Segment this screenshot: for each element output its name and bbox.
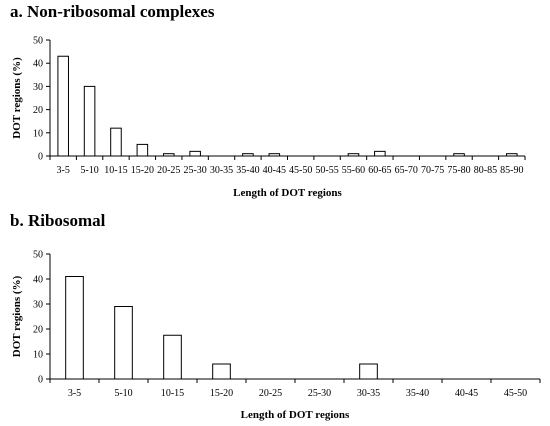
chart-b-y-axis-title: DOT regions (%) xyxy=(11,275,23,357)
chart-a-bar-75-80 xyxy=(453,153,465,157)
chart-a-bar-5-10 xyxy=(83,85,96,157)
chart-b-bar-15-20 xyxy=(212,363,231,380)
chart-a-x-tick-label: 30-35 xyxy=(210,165,233,176)
chart-b-bar-3-5 xyxy=(65,276,84,380)
chart-a-x-tick-label: 75-80 xyxy=(447,165,470,176)
chart-b-x-tick-label: 5-10 xyxy=(114,388,132,399)
chart-a-y-tick-label: 50 xyxy=(33,36,43,47)
chart-b-y-tick-label: 50 xyxy=(33,250,43,261)
chart-a-y-axis-title: DOT regions (%) xyxy=(11,57,23,139)
chart-b-x-axis-title: Length of DOT regions xyxy=(241,409,350,421)
chart-a-bar-10-15 xyxy=(110,127,122,157)
chart-a-x-tick-label: 20-25 xyxy=(157,165,180,176)
chart-a-x-tick-label: 10-15 xyxy=(104,165,127,176)
chart-b-bar-10-15 xyxy=(163,334,182,380)
chart-a-bar-85-90 xyxy=(506,153,518,157)
chart-a-title: a. Non-ribosomal complexes xyxy=(10,2,215,21)
chart-a-y-tick-label: 20 xyxy=(33,105,43,116)
chart-a-x-tick-label: 80-85 xyxy=(474,165,497,176)
chart-b-y-tick-label: 0 xyxy=(38,375,43,386)
chart-a-bar-25-30 xyxy=(189,150,201,157)
chart-a-x-tick-label: 65-70 xyxy=(395,165,418,176)
chart-b-x-tick-label: 15-20 xyxy=(210,388,233,399)
chart-a-x-tick-label: 55-60 xyxy=(342,165,365,176)
chart-b-y-tick-label: 40 xyxy=(33,275,43,286)
chart-a-x-tick-label: 85-90 xyxy=(500,165,523,176)
chart-a-bar-40-45 xyxy=(268,153,281,157)
chart-a-x-axis-title: Length of DOT regions xyxy=(233,187,342,199)
chart-a-x-tick-label: 50-55 xyxy=(315,165,338,176)
chart-a-x-tick-label: 70-75 xyxy=(421,165,444,176)
chart-b-bar-30-35 xyxy=(359,363,378,380)
chart-a-x-tick-label: 25-30 xyxy=(183,165,206,176)
chart-a-x-tick-label: 35-40 xyxy=(236,165,259,176)
chart-a-bar-3-5 xyxy=(57,55,69,157)
chart-b-x-tick-label: 25-30 xyxy=(308,388,331,399)
chart-b-x-tick-label: 3-5 xyxy=(68,388,81,399)
chart-b-y-tick-label: 30 xyxy=(33,300,43,311)
chart-b-x-tick-label: 30-35 xyxy=(357,388,380,399)
chart-a-x-tick-label: 40-45 xyxy=(263,165,286,176)
chart-b-bar-5-10 xyxy=(114,306,133,380)
chart-a-bar-35-40 xyxy=(242,153,254,157)
chart-b-x-tick-label: 35-40 xyxy=(406,388,429,399)
chart-a-y-tick-label: 30 xyxy=(33,82,43,93)
chart-b-y-tick-label: 20 xyxy=(33,325,43,336)
chart-a-x-tick-label: 45-50 xyxy=(289,165,312,176)
chart-a-y-tick-label: 40 xyxy=(33,59,43,70)
chart-a-x-tick-label: 60-65 xyxy=(368,165,391,176)
chart-b-x-tick-label: 20-25 xyxy=(259,388,282,399)
chart-a-x-tick-label: 3-5 xyxy=(57,165,70,176)
chart-a-bar-20-25 xyxy=(162,153,175,157)
chart-a-x-tick-label: 5-10 xyxy=(80,165,98,176)
chart-b-y-tick-label: 10 xyxy=(33,350,43,361)
chart-a-y-tick-label: 10 xyxy=(33,128,43,139)
chart-a-x-tick-label: 15-20 xyxy=(131,165,154,176)
chart-b-title: b. Ribosomal xyxy=(10,211,106,230)
chart-b-x-tick-label: 10-15 xyxy=(161,388,184,399)
chart-a-bar-15-20 xyxy=(136,143,149,157)
chart-a-bar-55-60 xyxy=(347,153,360,157)
chart-b-x-tick-label: 40-45 xyxy=(455,388,478,399)
chart-a-bar-60-65 xyxy=(374,150,386,157)
chart-b-x-tick-label: 45-50 xyxy=(504,388,527,399)
chart-a-y-tick-label: 0 xyxy=(38,152,43,163)
